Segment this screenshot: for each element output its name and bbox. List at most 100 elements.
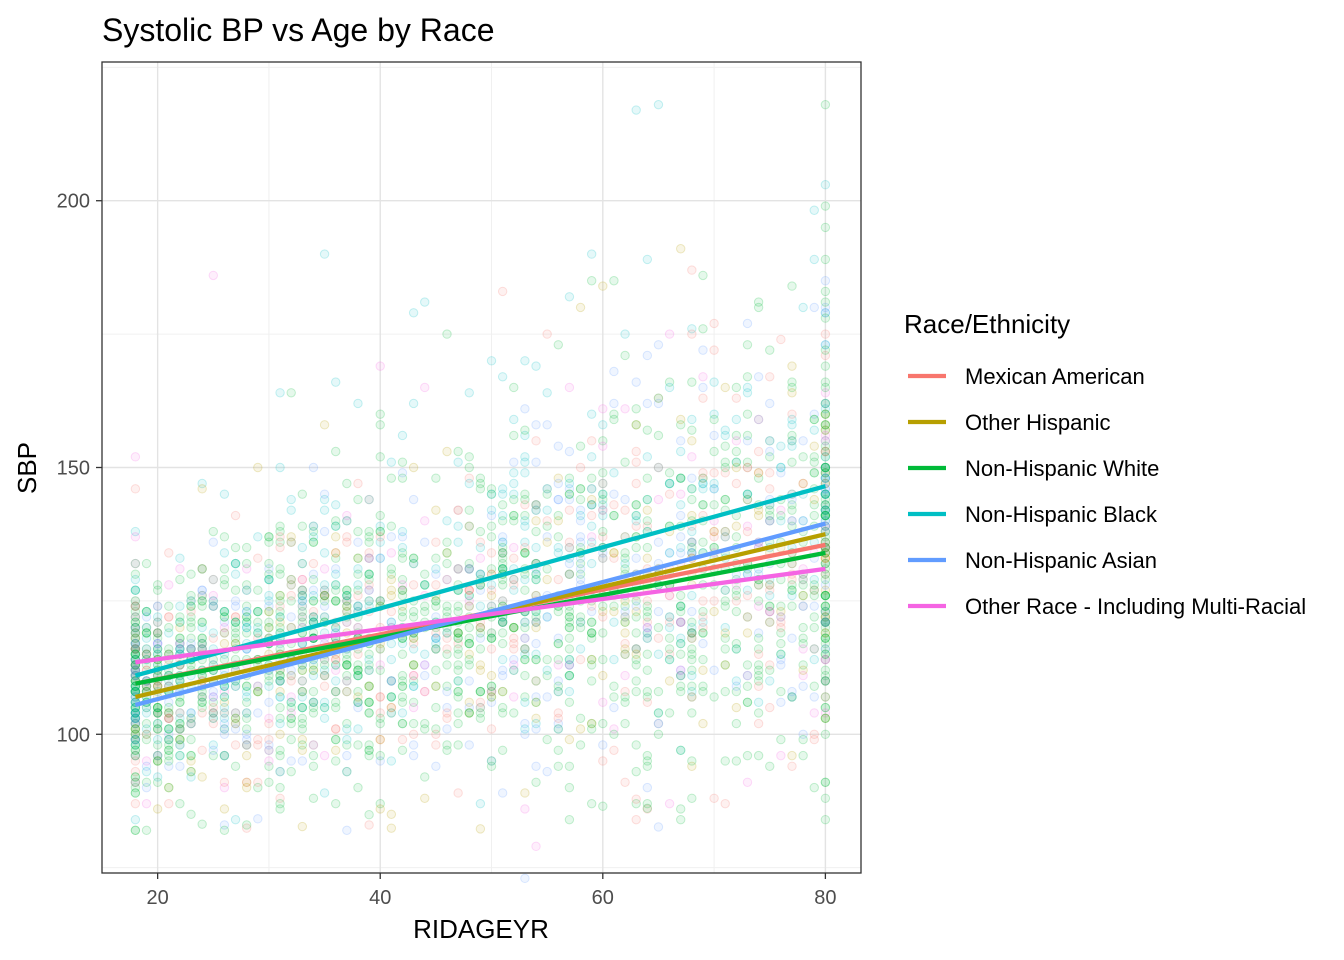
scatter-point — [275, 686, 285, 697]
scatter-point — [475, 644, 486, 654]
scatter-point — [586, 521, 597, 531]
scatter-point — [586, 676, 597, 686]
scatter-point — [331, 516, 341, 526]
scatter-point — [609, 729, 619, 739]
scatter-point — [509, 622, 519, 633]
scatter-point — [564, 473, 575, 483]
scatter-point — [509, 622, 519, 633]
scatter-point — [642, 601, 653, 611]
scatter-point — [820, 628, 831, 638]
scatter-point — [175, 750, 185, 761]
scatter-point — [230, 558, 241, 569]
scatter-point — [197, 585, 207, 595]
scatter-point — [308, 670, 319, 681]
scatter-point — [753, 750, 764, 761]
scatter-point — [720, 462, 730, 473]
scatter-point — [820, 628, 831, 638]
scatter-point — [586, 276, 597, 286]
scatter-point — [219, 825, 230, 836]
scatter-point — [275, 676, 285, 686]
scatter-point — [731, 478, 742, 489]
scatter-point — [275, 676, 285, 686]
scatter-point — [219, 564, 230, 574]
scatter-point — [397, 532, 408, 542]
scatter-point — [676, 548, 686, 558]
scatter-point — [164, 798, 174, 809]
scatter-point — [408, 644, 419, 654]
scatter-point — [475, 601, 486, 611]
scatter-point — [130, 526, 141, 537]
scatter-point — [297, 489, 308, 499]
legend-label: Other Race - Including Multi-Racial — [965, 594, 1306, 619]
scatter-point — [820, 361, 831, 371]
scatter-point — [297, 702, 308, 713]
scatter-point — [241, 580, 252, 590]
scatter-point — [219, 617, 230, 627]
scatter-point — [631, 105, 641, 115]
scatter-point — [297, 542, 308, 553]
scatter-point — [431, 761, 441, 771]
scatter-point — [820, 617, 831, 627]
scatter-point — [319, 420, 330, 430]
scatter-point — [275, 590, 285, 601]
scatter-point — [230, 713, 241, 723]
scatter-point — [676, 601, 686, 611]
scatter-point — [353, 782, 363, 793]
scatter-point — [598, 740, 608, 750]
scatter-point — [175, 622, 185, 633]
scatter-point — [531, 612, 541, 622]
scatter-point — [586, 436, 597, 446]
scatter-point — [486, 686, 497, 697]
scatter-point — [186, 718, 196, 729]
scatter-point — [820, 692, 831, 702]
scatter-point — [486, 532, 497, 542]
legend-title: Race/Ethnicity — [904, 309, 1070, 339]
scatter-point — [319, 249, 330, 259]
scatter-point — [319, 580, 330, 590]
scatter-point — [186, 633, 196, 643]
scatter-point — [319, 697, 330, 707]
scatter-point — [531, 574, 541, 585]
fit-lines — [134, 484, 826, 708]
scatter-point — [553, 686, 563, 697]
scatter-point — [642, 622, 653, 633]
scatter-point — [253, 681, 263, 691]
scatter-point — [765, 606, 775, 617]
scatter-point — [353, 670, 363, 681]
scatter-point — [130, 601, 141, 611]
scatter-point — [531, 526, 541, 537]
scatter-point — [186, 606, 196, 617]
scatter-point — [653, 494, 664, 505]
scatter-point — [698, 372, 708, 382]
scatter-point — [742, 697, 753, 707]
scatter-point — [175, 617, 185, 627]
scatter-point — [598, 420, 608, 430]
scatter-point — [620, 457, 630, 467]
scatter-point — [286, 734, 296, 745]
scatter-point — [464, 697, 474, 707]
scatter-point — [141, 798, 152, 809]
scatter-point — [464, 585, 474, 595]
scatter-point — [152, 756, 163, 766]
scatter-point — [776, 601, 786, 611]
scatter-point — [130, 718, 141, 729]
scatter-point — [687, 537, 697, 547]
scatter-point — [230, 708, 241, 718]
scatter-point — [787, 692, 797, 702]
scatter-point — [776, 462, 786, 473]
scatter-point — [598, 670, 608, 681]
scatter-point — [676, 665, 686, 675]
scatter-point — [742, 388, 753, 398]
scatter-point — [687, 628, 697, 638]
scatter-point — [820, 446, 831, 457]
scatter-point — [164, 740, 174, 750]
scatter-point — [141, 628, 152, 638]
scatter-point — [709, 526, 719, 537]
scatter-point — [509, 580, 519, 590]
scatter-point — [820, 606, 831, 617]
scatter-point — [798, 516, 808, 526]
scatter-point — [342, 676, 352, 686]
scatter-point — [631, 446, 641, 457]
scatter-point — [175, 644, 185, 654]
scatter-point — [230, 761, 241, 771]
